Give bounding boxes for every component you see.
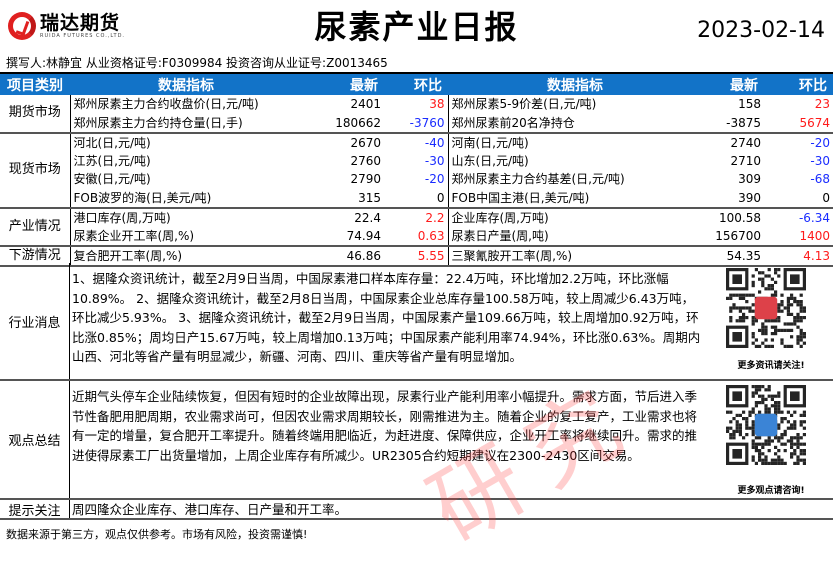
news-text: 1、据隆众资讯统计，截至2月9日当周，中国尿素港口样本库存量：22.4万吨，环比… [72, 271, 701, 364]
author-line: 撰写人:林静宜 从业资格证号:F0309984 投资咨询从业证号:Z001346… [6, 56, 388, 70]
view-text: 近期气头停车企业陆续恢复，但因有短时的企业故障出现，尿素行业产能利用率小幅提升。… [72, 389, 698, 463]
latest-value: 54.35 [702, 245, 764, 267]
latest-value: -3875 [702, 113, 764, 134]
category-cell: 产业情况 [0, 207, 71, 247]
table-row: FOB波罗的海(日,美元/吨) 315 0 FOB中国主港(日,美元/吨) 390 0 [0, 188, 833, 209]
indicator-name: FOB波罗的海(日,美元/吨) [70, 188, 302, 209]
change-value: -68 [810, 172, 830, 187]
latest-value: 74.94 [302, 226, 384, 247]
change-value: -20 [384, 170, 449, 189]
column-header: 最新 [302, 72, 384, 95]
indicator-name: 企业库存(周,万吨) [451, 210, 549, 225]
data-table: 项目类别 数据指标 最新 环比 数据指标 最新 环比 期货市场 郑州尿素主力合约收盘价(日,元… [0, 72, 833, 267]
indicator-name: 尿素企业开工率(周,%) [70, 226, 302, 247]
table-row: 安徽(日,元/吨) 2790 -20 郑州尿素主力合约基差(日,元/吨) 309 -68 [0, 170, 833, 189]
category-cell: 下游情况 [0, 245, 71, 267]
latest-value: 158 [738, 97, 761, 112]
latest-value: 180662 [302, 113, 384, 134]
company-logo: 瑞达期货 RUIDA FUTURES CO.,LTD. [8, 12, 125, 40]
indicator-name: 复合肥开工率(周,%) [70, 245, 302, 267]
change-value: -30 [384, 151, 449, 170]
latest-value: 46.86 [302, 245, 384, 267]
tips-section: 提示关注 周四隆众企业库存、港口库存、日产量和开工率。 [0, 500, 833, 520]
tips-label: 提示关注 [0, 500, 70, 519]
indicator-name: 山东(日,元/吨) [451, 153, 529, 168]
column-header: 最新 [702, 72, 764, 95]
column-header: 环比 [764, 72, 833, 95]
latest-value: 2740 [730, 135, 761, 150]
change-value: 23 [814, 97, 830, 112]
disclaimer: 数据来源于第三方，观点仅供参考。市场有风险，投资需谨慎! [6, 528, 308, 541]
change-value: 5.55 [384, 245, 449, 267]
logo-en-name: RUIDA FUTURES CO.,LTD. [40, 33, 126, 39]
latest-value: 2760 [350, 153, 381, 168]
column-header: 数据指标 [70, 72, 302, 95]
indicator-name: 郑州尿素前20名净持仓 [448, 113, 702, 134]
page-title: 尿素产业日报 [314, 8, 519, 46]
view-label: 观点总结 [0, 381, 70, 498]
column-header: 数据指标 [448, 72, 702, 95]
view-section: 观点总结 近期气头停车企业陆续恢复，但因有短时的企业故障出现，尿素行业产能利用率… [0, 381, 833, 500]
logo-name: 瑞达期货 [40, 12, 121, 34]
category-cell: 期货市场 [0, 95, 71, 134]
table-row: 下游情况 复合肥开工率(周,%) 46.86 5.55 三聚氰胺开工率(周,%) 54.3… [0, 245, 833, 267]
indicator-name: 河南(日,元/吨) [451, 135, 529, 150]
news-section: 行业消息 1、据隆众资讯统计，截至2月9日当周，中国尿素港口样本库存量：22.4… [0, 263, 833, 381]
indicator-name: 尿素日产量(周,吨) [448, 226, 702, 247]
qr-code-news [726, 268, 806, 348]
qr-caption-news: 更多资讯请关注! [737, 361, 805, 371]
latest-value: 390 [702, 188, 764, 209]
change-value: 38 [384, 95, 449, 114]
change-value: -40 [384, 132, 449, 152]
report-header: 瑞达期货 RUIDA FUTURES CO.,LTD. 尿素产业日报 2023-… [0, 0, 833, 56]
table-row: 产业情况 港口库存(周,万吨) 22.4 2.2 企业库存(周,万吨) 100.58 -6.… [0, 207, 833, 247]
logo-icon [8, 12, 36, 40]
indicator-name: FOB中国主港(日,美元/吨) [448, 188, 702, 209]
news-label: 行业消息 [0, 263, 70, 379]
change-value: 0.63 [384, 226, 449, 247]
table-row: 郑州尿素主力合约持仓量(日,手) 180662 -3760 郑州尿素前20名净持仓 -3… [0, 113, 833, 134]
change-value: 4.13 [764, 245, 833, 267]
indicator-name: 郑州尿素主力合约持仓量(日,手) [70, 113, 302, 134]
indicator-name: 郑州尿素主力合约基差(日,元/吨) [451, 172, 625, 187]
table-row: 期货市场 郑州尿素主力合约收盘价(日,元/吨) 2401 38 郑州尿素5-9价差(日,… [0, 95, 833, 134]
change-value: -6.34 [798, 210, 830, 225]
latest-value: 22.4 [354, 210, 381, 225]
latest-value: 309 [738, 172, 761, 187]
latest-value: 100.58 [719, 210, 761, 225]
indicator-name: 江苏(日,元/吨) [73, 153, 151, 168]
latest-value: 315 [302, 188, 384, 209]
table-row: 尿素企业开工率(周,%) 74.94 0.63 尿素日产量(周,吨) 156700 140… [0, 226, 833, 247]
change-value: 2.2 [384, 207, 449, 227]
latest-value: 2710 [730, 153, 761, 168]
change-value: -30 [810, 153, 830, 168]
report-date: 2023-02-14 [697, 18, 825, 43]
indicator-name: 港口库存(周,万吨) [73, 210, 171, 225]
latest-value: 2401 [350, 97, 381, 112]
qr-code-view [726, 385, 806, 465]
table-row: 江苏(日,元/吨) 2760 -30 山东(日,元/吨) 2710 -30 [0, 151, 833, 170]
indicator-name: 河北(日,元/吨) [73, 135, 151, 150]
change-value: 0 [764, 188, 833, 209]
table-row: 现货市场 河北(日,元/吨) 2670 -40 河南(日,元/吨) 2740 -20 [0, 132, 833, 209]
latest-value: 2670 [350, 135, 381, 150]
indicator-name: 三聚氰胺开工率(周,%) [448, 245, 702, 267]
indicator-name: 安徽(日,元/吨) [73, 172, 151, 187]
indicator-name: 郑州尿素主力合约收盘价(日,元/吨) [73, 97, 259, 112]
column-header: 环比 [384, 72, 448, 95]
change-value: 1400 [764, 226, 833, 247]
change-value: 5674 [764, 113, 833, 134]
category-cell: 现货市场 [0, 132, 71, 209]
change-value: 0 [384, 188, 449, 209]
change-value: -3760 [384, 113, 449, 134]
qr-caption-view: 更多观点请咨询! [737, 486, 805, 496]
indicator-name: 郑州尿素5-9价差(日,元/吨) [451, 97, 597, 112]
change-value: -20 [810, 135, 830, 150]
latest-value: 156700 [702, 226, 764, 247]
column-header: 项目类别 [0, 72, 70, 95]
latest-value: 2790 [350, 172, 381, 187]
tips-text: 周四隆众企业库存、港口库存、日产量和开工率。 [72, 502, 348, 517]
